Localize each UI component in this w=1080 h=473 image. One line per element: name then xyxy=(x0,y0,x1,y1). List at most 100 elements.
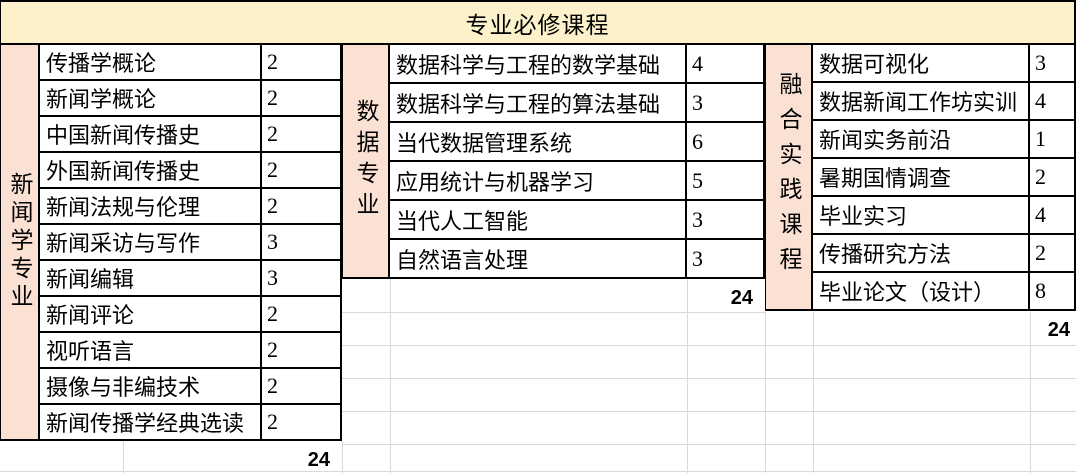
course-name-cell[interactable]: 暑期国情调查 xyxy=(811,157,1030,197)
course-credits-cell[interactable]: 6 xyxy=(685,121,765,162)
course-name-cell[interactable]: 新闻评论 xyxy=(38,295,262,333)
course-credits-cell[interactable]: 3 xyxy=(685,82,765,123)
course-row: 当代人工智能 3 xyxy=(388,199,765,240)
course-credits-cell[interactable]: 2 xyxy=(260,43,342,81)
course-row: 摄像与非编技术 2 xyxy=(38,367,342,405)
gridline xyxy=(390,279,391,473)
gridline xyxy=(765,312,766,473)
gridline xyxy=(342,444,1076,445)
group-practice: 融合实践课程 数据可视化 3 数据新闻工作坊实训 4 新闻实务前沿 1 暑期国情调查 2 毕业实… xyxy=(765,43,1076,311)
course-row: 新闻学概论 2 xyxy=(38,79,342,117)
course-row: 新闻采访与写作 3 xyxy=(38,223,342,261)
total-credits-practice[interactable]: 24 xyxy=(1047,319,1070,341)
gridline xyxy=(1030,312,1031,473)
course-credits-cell[interactable]: 2 xyxy=(260,151,342,189)
course-name-cell[interactable]: 毕业论文（设计） xyxy=(811,271,1030,311)
group-label-journalism: 新闻学专业 xyxy=(7,172,32,312)
course-row: 数据可视化 3 xyxy=(811,43,1076,83)
course-name-cell[interactable]: 新闻实务前沿 xyxy=(811,119,1030,159)
total-credits-data[interactable]: 24 xyxy=(730,287,753,309)
course-name-cell[interactable]: 传播学概论 xyxy=(38,43,262,81)
gridline xyxy=(342,312,765,313)
gridline xyxy=(342,441,343,473)
course-credits-cell[interactable]: 4 xyxy=(685,43,765,84)
course-name-cell[interactable]: 当代人工智能 xyxy=(388,199,687,240)
group-journalism: 新闻学专业 传播学概论 2 新闻学概论 2 中国新闻传播史 2 外国新闻传播史 2 新闻法规与伦… xyxy=(0,43,342,441)
course-credits-cell[interactable]: 4 xyxy=(1028,81,1076,121)
group-label-cell-practice[interactable]: 融合实践课程 xyxy=(765,43,813,311)
group-label-cell-data[interactable]: 数据专业 xyxy=(342,43,390,279)
course-credits-cell[interactable]: 2 xyxy=(260,115,342,153)
gridline xyxy=(342,378,1076,379)
group-label-data: 数据专业 xyxy=(353,99,378,223)
course-credits-cell[interactable]: 2 xyxy=(260,295,342,333)
gridline xyxy=(687,279,688,473)
course-row: 应用统计与机器学习 5 xyxy=(388,160,765,201)
course-credits-cell[interactable]: 2 xyxy=(1028,233,1076,273)
course-row: 视听语言 2 xyxy=(38,331,342,369)
course-row: 外国新闻传播史 2 xyxy=(38,151,342,189)
course-table-practice: 数据可视化 3 数据新闻工作坊实训 4 新闻实务前沿 1 暑期国情调查 2 毕业实习 4 传播研究方… xyxy=(811,43,1076,311)
course-row: 中国新闻传播史 2 xyxy=(38,115,342,153)
course-name-cell[interactable]: 数据科学与工程的数学基础 xyxy=(388,43,687,84)
course-table-journalism: 传播学概论 2 新闻学概论 2 中国新闻传播史 2 外国新闻传播史 2 新闻法规与伦理 2 新闻采访… xyxy=(38,43,342,441)
course-name-cell[interactable]: 外国新闻传播史 xyxy=(38,151,262,189)
course-name-cell[interactable]: 传播研究方法 xyxy=(811,233,1030,273)
course-credits-cell[interactable]: 3 xyxy=(1028,43,1076,83)
gridline xyxy=(123,441,124,473)
course-credits-cell[interactable]: 2 xyxy=(260,403,342,441)
course-name-cell[interactable]: 视听语言 xyxy=(38,331,262,369)
gridline xyxy=(342,411,1076,412)
course-name-cell[interactable]: 自然语言处理 xyxy=(388,238,687,279)
course-name-cell[interactable]: 当代数据管理系统 xyxy=(388,121,687,162)
course-credits-cell[interactable]: 2 xyxy=(1028,157,1076,197)
course-row: 新闻实务前沿 1 xyxy=(811,119,1076,159)
course-row: 传播学概论 2 xyxy=(38,43,342,81)
course-row: 新闻法规与伦理 2 xyxy=(38,187,342,225)
course-credits-cell[interactable]: 2 xyxy=(260,187,342,225)
course-credits-cell[interactable]: 3 xyxy=(260,259,342,297)
course-row: 新闻编辑 3 xyxy=(38,259,342,297)
course-row: 传播研究方法 2 xyxy=(811,233,1076,273)
gridline xyxy=(342,345,1076,346)
course-name-cell[interactable]: 数据可视化 xyxy=(811,43,1030,83)
course-name-cell[interactable]: 中国新闻传播史 xyxy=(38,115,262,153)
course-credits-cell[interactable]: 3 xyxy=(260,223,342,261)
group-label-practice: 融合实践课程 xyxy=(776,72,801,282)
course-credits-cell[interactable]: 4 xyxy=(1028,195,1076,235)
course-name-cell[interactable]: 新闻法规与伦理 xyxy=(38,187,262,225)
course-credits-cell[interactable]: 2 xyxy=(260,331,342,369)
course-name-cell[interactable]: 新闻采访与写作 xyxy=(38,223,262,261)
course-row: 数据新闻工作坊实训 4 xyxy=(811,81,1076,121)
course-name-cell[interactable]: 新闻学概论 xyxy=(38,79,262,117)
group-label-cell-journalism[interactable]: 新闻学专业 xyxy=(0,43,40,441)
course-credits-cell[interactable]: 2 xyxy=(260,79,342,117)
course-credits-cell[interactable]: 3 xyxy=(685,199,765,240)
course-row: 毕业论文（设计） 8 xyxy=(811,271,1076,311)
course-row: 数据科学与工程的数学基础 4 xyxy=(388,43,765,84)
course-name-cell[interactable]: 数据新闻工作坊实训 xyxy=(811,81,1030,121)
course-name-cell[interactable]: 新闻传播学经典选读 xyxy=(38,403,262,441)
total-credits-journalism[interactable]: 24 xyxy=(307,449,330,471)
course-row: 新闻评论 2 xyxy=(38,295,342,333)
gridline xyxy=(813,312,814,473)
course-name-cell[interactable]: 毕业实习 xyxy=(811,195,1030,235)
course-table-data: 数据科学与工程的数学基础 4 数据科学与工程的算法基础 3 当代数据管理系统 6 应用统计与… xyxy=(388,43,765,279)
table-title: 专业必修课程 xyxy=(465,12,610,38)
course-credits-cell[interactable]: 8 xyxy=(1028,271,1076,311)
course-name-cell[interactable]: 摄像与非编技术 xyxy=(38,367,262,405)
course-credits-cell[interactable]: 5 xyxy=(685,160,765,201)
course-name-cell[interactable]: 数据科学与工程的算法基础 xyxy=(388,82,687,123)
course-row: 当代数据管理系统 6 xyxy=(388,121,765,162)
course-credits-cell[interactable]: 1 xyxy=(1028,119,1076,159)
course-row: 新闻传播学经典选读 2 xyxy=(38,403,342,441)
course-credits-cell[interactable]: 2 xyxy=(260,367,342,405)
course-row: 暑期国情调查 2 xyxy=(811,157,1076,197)
course-row: 毕业实习 4 xyxy=(811,195,1076,235)
gridline xyxy=(0,471,1076,472)
table-title-cell[interactable]: 专业必修课程 xyxy=(0,0,1076,45)
course-credits-cell[interactable]: 3 xyxy=(685,238,765,279)
course-name-cell[interactable]: 新闻编辑 xyxy=(38,259,262,297)
course-name-cell[interactable]: 应用统计与机器学习 xyxy=(388,160,687,201)
